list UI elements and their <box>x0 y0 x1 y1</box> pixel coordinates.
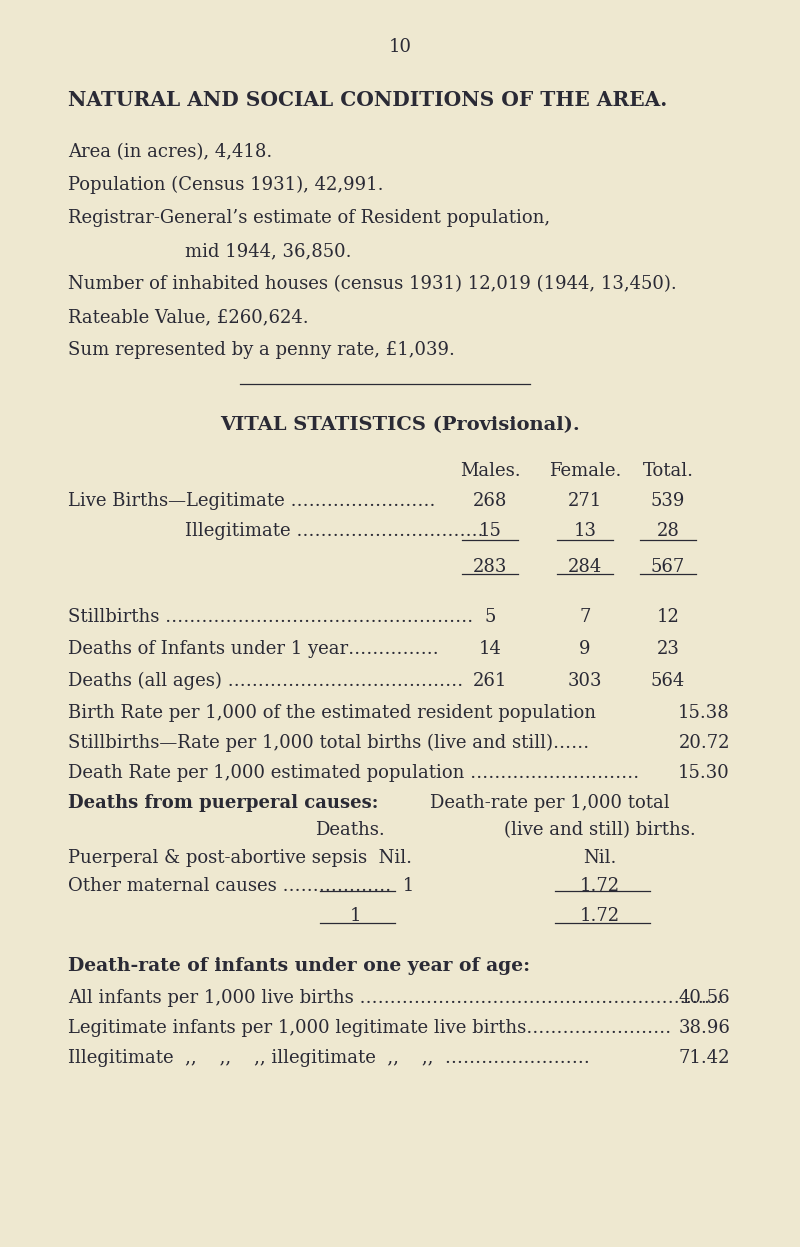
Text: 1.72: 1.72 <box>580 877 620 895</box>
Text: 283: 283 <box>473 557 507 576</box>
Text: Population (Census 1931), 42,991.: Population (Census 1931), 42,991. <box>68 176 383 195</box>
Text: 20.72: 20.72 <box>678 734 730 752</box>
Text: 7: 7 <box>579 609 590 626</box>
Text: Males.: Males. <box>460 461 520 480</box>
Text: 567: 567 <box>651 557 685 576</box>
Text: 71.42: 71.42 <box>678 1049 730 1067</box>
Text: Illegitimate  ,,    ,,    ,, illegitimate  ,,    ,,  ……………………: Illegitimate ,, ,, ,, illegitimate ,, ,,… <box>68 1049 590 1067</box>
Text: mid 1944, 36,850.: mid 1944, 36,850. <box>185 242 351 261</box>
Text: Death-rate per 1,000 total: Death-rate per 1,000 total <box>430 794 670 812</box>
Text: Total.: Total. <box>642 461 694 480</box>
Text: Sum represented by a penny rate, £1,039.: Sum represented by a penny rate, £1,039. <box>68 340 455 359</box>
Text: Deaths from puerperal causes:: Deaths from puerperal causes: <box>68 794 378 812</box>
Text: Live Births—Legitimate ……………………: Live Births—Legitimate …………………… <box>68 493 435 510</box>
Text: Legitimate infants per 1,000 legitimate live births……………………: Legitimate infants per 1,000 legitimate … <box>68 1019 671 1038</box>
Text: 5: 5 <box>484 609 496 626</box>
Text: Stillbirths ……………………………………………: Stillbirths …………………………………………… <box>68 609 474 626</box>
Text: 23: 23 <box>657 640 679 658</box>
Text: Death Rate per 1,000 estimated population ……………………….: Death Rate per 1,000 estimated populatio… <box>68 764 639 782</box>
Text: Birth Rate per 1,000 of the estimated resident population: Birth Rate per 1,000 of the estimated re… <box>68 705 596 722</box>
Text: 15.38: 15.38 <box>678 705 730 722</box>
Text: 303: 303 <box>568 672 602 690</box>
Text: 15.30: 15.30 <box>678 764 730 782</box>
Text: VITAL STATISTICS (Provisional).: VITAL STATISTICS (Provisional). <box>220 416 580 434</box>
Text: 28: 28 <box>657 522 679 540</box>
Text: Nil.: Nil. <box>583 849 617 867</box>
Text: Rateable Value, £260,624.: Rateable Value, £260,624. <box>68 308 309 325</box>
Text: 1: 1 <box>350 907 361 925</box>
Text: 40.56: 40.56 <box>678 989 730 1008</box>
Text: 271: 271 <box>568 493 602 510</box>
Text: 268: 268 <box>473 493 507 510</box>
Text: Deaths.: Deaths. <box>315 821 385 839</box>
Text: 38.96: 38.96 <box>678 1019 730 1038</box>
Text: (live and still) births.: (live and still) births. <box>504 821 696 839</box>
Text: 1.72: 1.72 <box>580 907 620 925</box>
Text: 10: 10 <box>389 37 411 56</box>
Text: Number of inhabited houses (census 1931) 12,019 (1944, 13,450).: Number of inhabited houses (census 1931)… <box>68 276 677 293</box>
Text: 261: 261 <box>473 672 507 690</box>
Text: 14: 14 <box>478 640 502 658</box>
Text: Other maternal causes ………………  1: Other maternal causes ……………… 1 <box>68 877 414 895</box>
Text: All infants per 1,000 live births ……………………………………………………: All infants per 1,000 live births ………………… <box>68 989 722 1008</box>
Text: 539: 539 <box>651 493 685 510</box>
Text: 9: 9 <box>579 640 590 658</box>
Text: 564: 564 <box>651 672 685 690</box>
Text: 12: 12 <box>657 609 679 626</box>
Text: Female.: Female. <box>549 461 621 480</box>
Text: Stillbirths—Rate per 1,000 total births (live and still)……: Stillbirths—Rate per 1,000 total births … <box>68 734 590 752</box>
Text: 15: 15 <box>478 522 502 540</box>
Text: Area (in acres), 4,418.: Area (in acres), 4,418. <box>68 143 272 161</box>
Text: Registrar-General’s estimate of Resident population,: Registrar-General’s estimate of Resident… <box>68 209 550 227</box>
Text: Deaths of Infants under 1 year……………: Deaths of Infants under 1 year…………… <box>68 640 438 658</box>
Text: Illegitimate ………………………….: Illegitimate …………………………. <box>185 522 483 540</box>
Text: 13: 13 <box>574 522 597 540</box>
Text: Puerperal & post-abortive sepsis  Nil.: Puerperal & post-abortive sepsis Nil. <box>68 849 412 867</box>
Text: 284: 284 <box>568 557 602 576</box>
Text: Death-rate of infants under one year of age:: Death-rate of infants under one year of … <box>68 956 530 975</box>
Text: NATURAL AND SOCIAL CONDITIONS OF THE AREA.: NATURAL AND SOCIAL CONDITIONS OF THE ARE… <box>68 90 667 110</box>
Text: Deaths (all ages) …………………………………: Deaths (all ages) ………………………………… <box>68 672 463 691</box>
